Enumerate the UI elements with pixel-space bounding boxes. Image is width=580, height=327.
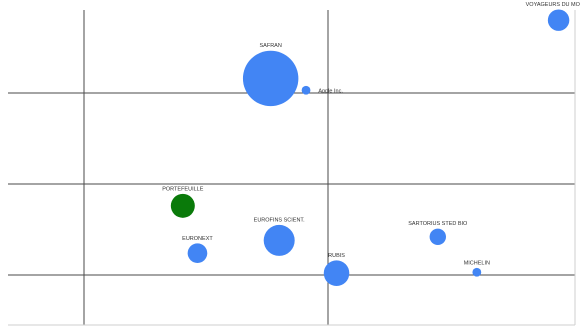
bubble-label-7: RUBIS bbox=[328, 253, 345, 259]
bubbles bbox=[170, 9, 570, 286]
bubble-3 bbox=[170, 193, 195, 218]
bubble-labels: VOYAGEURS DU MONDE SAFRAN Apple Inc. PORTEF… bbox=[162, 2, 580, 266]
bubble-8 bbox=[472, 267, 482, 277]
bubble-7 bbox=[323, 260, 350, 286]
bubble-label-6: SARTORIUS STED BIO bbox=[408, 221, 468, 227]
bubble-4 bbox=[263, 224, 295, 256]
bubble-label-5: EURONEXT bbox=[182, 236, 213, 242]
bubble-label-1: SAFRAN bbox=[260, 43, 282, 49]
bubble-0 bbox=[547, 9, 570, 31]
bubble-1 bbox=[242, 50, 299, 107]
bubble-label-8: MICHELIN bbox=[464, 260, 490, 266]
bubble-label-0: VOYAGEURS DU MONDE bbox=[526, 2, 580, 8]
bubble-label-4: EUROFINS SCIENT. bbox=[254, 217, 306, 223]
bubble-label-3: PORTEFEUILLE bbox=[162, 186, 203, 192]
bubble-label-2: Apple Inc. bbox=[318, 88, 343, 94]
bubble-6 bbox=[429, 228, 446, 245]
bubble-2 bbox=[301, 85, 311, 95]
bubble-5 bbox=[187, 243, 208, 263]
